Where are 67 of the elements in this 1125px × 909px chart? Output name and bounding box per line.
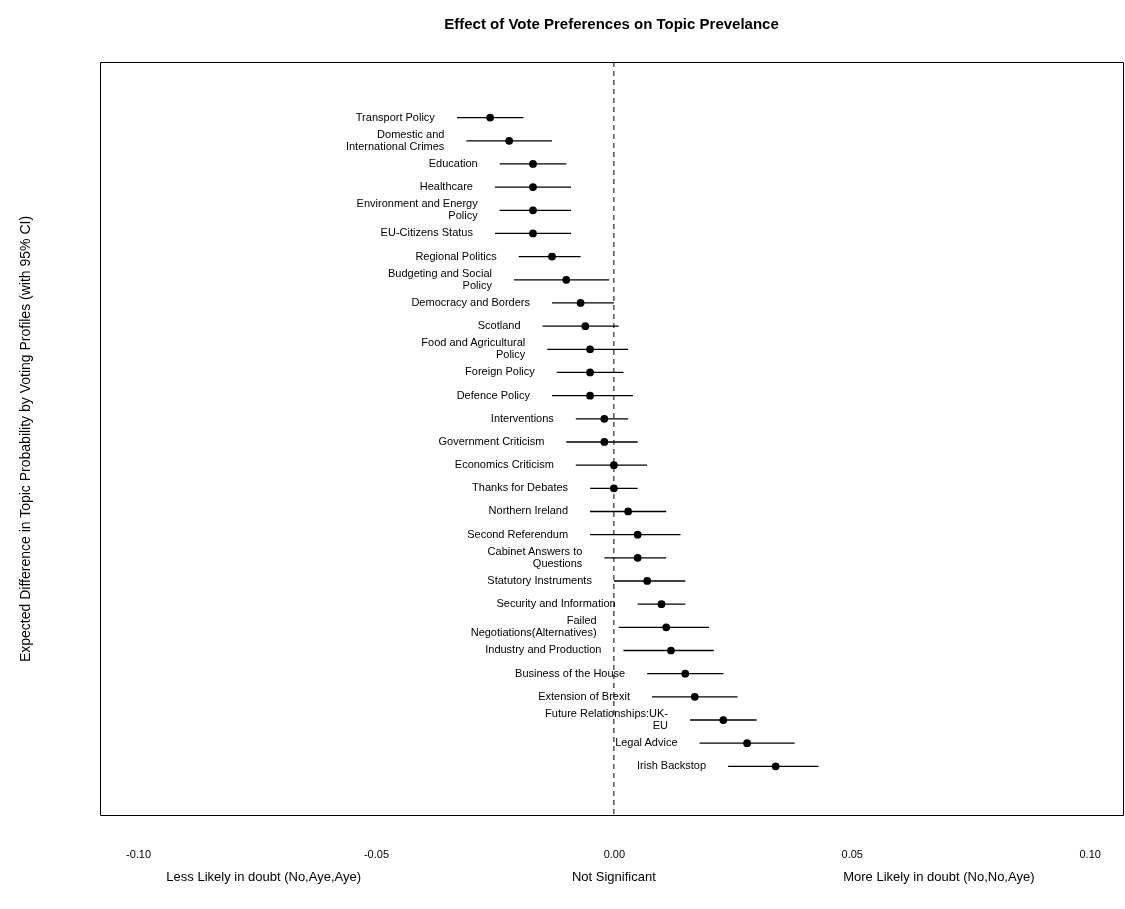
point [562,275,571,284]
y-tick-label: Legal Advice [615,736,678,749]
point [586,368,594,377]
point [624,507,633,516]
point [529,160,537,168]
point [743,739,751,748]
y-tick-label: Budgeting and Social Policy [387,266,493,291]
y-tick-label: Future Relationships:UK- EU [545,707,669,732]
y-tick-label: Economics Criticism [454,458,554,471]
x-tick-label: -0.05 [363,847,390,860]
text: Less Likely in doubt (No,Aye,Aye) [166,869,361,884]
point [643,577,652,585]
x-tick-label: -0.10 [126,847,152,860]
x-tick-label: 0.05 [841,847,863,860]
y-tick-label: Education [428,156,478,169]
point [576,299,585,307]
text: Not Significant [571,869,657,884]
point [719,716,728,724]
y-tick-label: Scotland [477,319,521,332]
y-tick-label: Government Criticism [438,434,545,447]
point [581,322,590,330]
point [600,414,609,423]
point [529,229,537,238]
y-tick-label: Second Referendum [467,527,569,540]
text: More Likely in doubt (No,No,Aye) [843,869,1035,884]
y-tick-label: Extension of Brexit [538,689,630,702]
y-tick-label: Cabinet Answers to Questions [487,544,583,569]
point [657,600,666,609]
y-tick-label: Defence Policy [456,388,531,401]
point [548,252,556,261]
y-tick-label: Environment and Energy Policy [356,197,479,222]
y-tick-label: Security and Information [496,597,616,610]
y-tick-label: Irish Backstop [636,759,707,772]
point [633,553,642,562]
y-tick-label: Failed Negotiations(Alternatives) [470,614,597,639]
y-tick-label: EU-Citizens Status [380,226,474,239]
y-tick-label: Domestic and International Crimes [345,127,445,152]
point [681,669,690,678]
point [662,623,671,632]
point [586,391,594,400]
y-tick-label: Business of the House [515,666,626,679]
y-tick-label: Statutory Instruments [487,573,593,586]
point [771,762,780,771]
y-tick-label: Healthcare [419,180,473,193]
y-tick-label: Democracy and Borders [411,295,531,308]
point [690,692,699,701]
point [610,461,618,470]
x-tick-label: 0.10 [1079,847,1101,860]
point [505,136,514,145]
y-tick-label: Transport Policy [355,110,436,123]
point [529,206,537,215]
y-tick-label: Regional Politics [415,249,498,262]
y-tick-label: Thanks for Debates [472,481,569,494]
x-tick-label: 0.00 [603,847,626,860]
point [600,438,609,446]
chart-title: Effect of Vote Preferences on Topic Prevelance [444,14,779,32]
y-tick-label: Foreign Policy [465,365,536,378]
point [486,113,495,122]
y-axis-title: Expected Difference in Topic Probability by Voting Profiles (with 95% CI) [16,215,33,663]
y-tick-label: Industry and Production [485,643,602,656]
point [667,646,675,655]
y-tick-label: Food and Agricultural Policy [421,336,526,361]
point [633,530,642,539]
point [529,183,537,191]
y-tick-label: Interventions [490,411,555,424]
y-tick-label: Northern Ireland [488,504,569,517]
point [586,345,594,354]
